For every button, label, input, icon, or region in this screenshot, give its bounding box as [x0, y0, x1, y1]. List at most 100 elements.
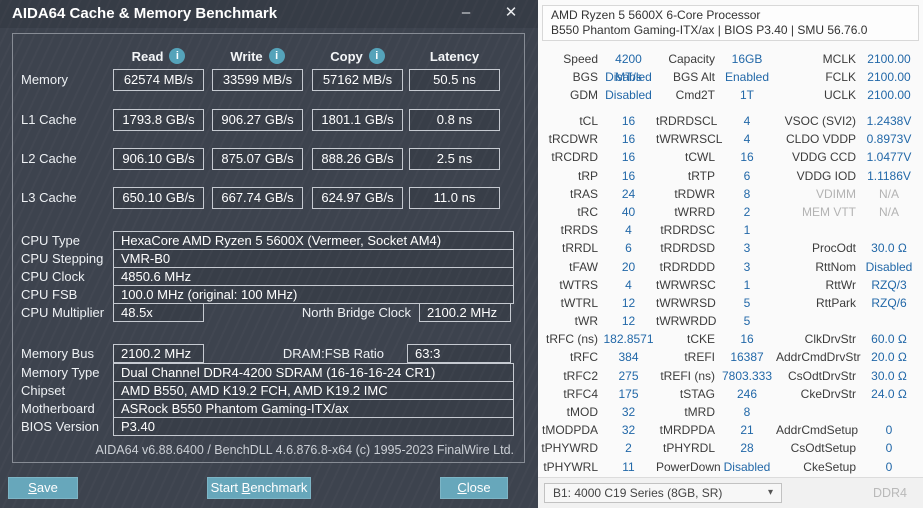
- title-bar[interactable]: AIDA64 Cache & Memory Benchmark – ✕: [0, 0, 538, 28]
- timing-value: 16: [621, 168, 636, 183]
- write-value-box: 906.27 GB/s: [212, 109, 303, 131]
- config-label: Cmd2T: [675, 88, 715, 103]
- timing-value: 3: [743, 241, 751, 256]
- timing-value: 0: [885, 441, 893, 456]
- motherboard-info-label: Memory Type: [21, 365, 100, 380]
- timing-label: tRTP: [687, 168, 715, 183]
- benchmark-row: Memory 62574 MB/s 33599 MB/s 57162 MB/s …: [13, 69, 524, 91]
- info-icon[interactable]: i: [368, 48, 385, 64]
- config-value: 2100.00: [867, 52, 911, 66]
- timing-value: 12: [621, 295, 636, 310]
- timing-value: 6: [625, 241, 632, 256]
- latency-value-box: 11.0 ns: [409, 187, 500, 209]
- chevron-down-icon: ▾: [767, 487, 773, 498]
- timing-row: tCL 16 tRDRDSCL 4 VSOC (SVI2) 1.2438V: [538, 112, 919, 130]
- timing-value: 60.0 Ω: [871, 332, 907, 347]
- timing-row: tRCDRD 16 tCWL 16 VDDG CCD 1.0477V: [538, 148, 919, 166]
- timing-label: ClkDrvStr: [804, 332, 856, 347]
- motherboard-info-row: Memory Type Dual Channel DDR4-4200 SDRAM…: [13, 363, 524, 382]
- timing-label: tRRDL: [561, 241, 598, 256]
- timing-value: 20.0 Ω: [871, 350, 907, 365]
- timing-value: 1.2438V: [866, 114, 912, 128]
- timing-label: tMRD: [684, 405, 715, 419]
- timing-label: tRDWR: [674, 186, 715, 201]
- timing-value: 7803.333: [721, 368, 773, 383]
- timing-value: 32: [621, 405, 636, 419]
- cpu-info-value-box: HexaCore AMD Ryzen 5 5600X (Vermeer, Soc…: [113, 231, 514, 250]
- start-benchmark-button[interactable]: Start Benchmark: [207, 477, 311, 499]
- timing-value: 24.0 Ω: [871, 386, 907, 401]
- config-label: MCLK: [822, 52, 856, 66]
- timing-label: CkeDrvStr: [800, 386, 856, 401]
- timing-value: N/A: [878, 186, 899, 201]
- timing-value: 16: [740, 150, 754, 165]
- benchmark-row-label: L3 Cache: [21, 190, 77, 205]
- cpu-info-label: CPU Stepping: [21, 251, 104, 266]
- north-bridge-clock-label: North Bridge Clock: [301, 305, 411, 320]
- read-value-box: 906.10 GB/s: [113, 148, 204, 170]
- timing-label: tRDRDSCL: [656, 114, 718, 128]
- timing-label: tPHYRDL: [662, 441, 715, 456]
- timing-row: tWTRL 12 tWRWRSD 5 RttPark RZQ/6: [538, 294, 919, 312]
- column-header: Copy i: [312, 47, 403, 65]
- cpu-info-row: CPU FSB 100.0 MHz (original: 100 MHz): [13, 285, 524, 304]
- config-row: Speed 4200 MT/s Capacity 16GB MCLK 2100.…: [538, 50, 919, 84]
- minimize-icon[interactable]: –: [461, 4, 471, 21]
- info-icon[interactable]: i: [268, 48, 285, 64]
- timing-label: [776, 221, 859, 239]
- info-icon[interactable]: i: [169, 48, 186, 64]
- timing-label: tWTRS: [559, 277, 598, 292]
- dimm-select-dropdown[interactable]: B1: 4000 C19 Series (8GB, SR) ▾: [544, 483, 782, 503]
- timing-label: MEM VTT: [802, 204, 856, 219]
- config-value: 16GB: [731, 52, 763, 66]
- cpu-info-row: CPU Stepping VMR-B0: [13, 249, 524, 268]
- timing-row: tRRDS 4 tRDRDSC 1: [538, 221, 919, 239]
- motherboard-info-row: BIOS Version P3.40: [13, 417, 524, 436]
- motherboard-info-value-box: Dual Channel DDR4-4200 SDRAM (16-16-16-2…: [113, 363, 514, 382]
- save-button[interactable]: Save: [8, 477, 78, 499]
- timing-label: tPHYWRD: [541, 441, 598, 456]
- button-label-part: ave: [36, 480, 58, 495]
- benchmark-frame: Read i Write i Copy i Latency: [12, 33, 525, 463]
- timing-value: N/A: [878, 204, 899, 219]
- timing-value: 0.8973V: [866, 132, 912, 147]
- timing-value: 275: [618, 368, 639, 383]
- benchmark-row: L3 Cache 650.10 GB/s 667.74 GB/s 624.97 …: [13, 187, 524, 209]
- dram-fsb-ratio-label: DRAM:FSB Ratio: [282, 346, 384, 361]
- close-button[interactable]: Close: [440, 477, 508, 499]
- timing-label: tCWL: [685, 150, 715, 165]
- timing-row: tRFC (ns) 182.8571 tCKE 16 ClkDrvStr 60.…: [538, 330, 919, 348]
- timing-label: VDIMM: [816, 186, 856, 201]
- timing-value: 1.0477V: [866, 150, 912, 165]
- write-value-box: 875.07 GB/s: [212, 148, 303, 170]
- cpu-info-rows: CPU Type HexaCore AMD Ryzen 5 5600X (Ver…: [13, 231, 524, 304]
- read-value-box: 1793.8 GB/s: [113, 109, 204, 131]
- motherboard-info-value-box: ASRock B550 Phantom Gaming-ITX/ax: [113, 399, 514, 418]
- motherboard-info-label: Chipset: [21, 383, 66, 398]
- button-label-part: Start: [210, 480, 242, 495]
- read-value-box: 62574 MB/s: [113, 69, 204, 91]
- timing-value: 16: [621, 132, 636, 147]
- read-value-box: 650.10 GB/s: [113, 187, 204, 209]
- timing-value: 6: [743, 168, 751, 183]
- motherboard-info-value-box: P3.40: [113, 417, 514, 436]
- timing-value: 20: [621, 259, 636, 274]
- benchmark-rows: Memory 62574 MB/s 33599 MB/s 57162 MB/s …: [13, 34, 524, 462]
- benchmark-row-label: L1 Cache: [21, 112, 77, 127]
- timing-value: 4: [743, 114, 751, 128]
- timing-label: ProcOdt: [811, 241, 856, 256]
- column-header-label: Read: [131, 48, 164, 64]
- cpu-info-value-box: 100.0 MHz (original: 100 MHz): [113, 285, 514, 304]
- timing-label: RttWr: [825, 277, 856, 292]
- timing-value: 21: [740, 423, 754, 438]
- benchmark-column-headers: Read i Write i Copy i Latency: [13, 47, 524, 65]
- timing-label: CLDO VDDP: [785, 132, 856, 147]
- config-label: BGS: [572, 70, 598, 85]
- close-icon[interactable]: ✕: [504, 4, 518, 21]
- cpu-info-label: CPU Type: [21, 233, 81, 248]
- timing-label: tRAS: [569, 186, 598, 201]
- timing-label: tMODPDA: [541, 423, 598, 438]
- memory-bus-value-box: 2100.2 MHz: [113, 344, 204, 363]
- timing-value: 30.0 Ω: [871, 241, 907, 256]
- timing-row: tRFC4 175 tSTAG 246 CkeDrvStr 24.0 Ω: [538, 385, 919, 403]
